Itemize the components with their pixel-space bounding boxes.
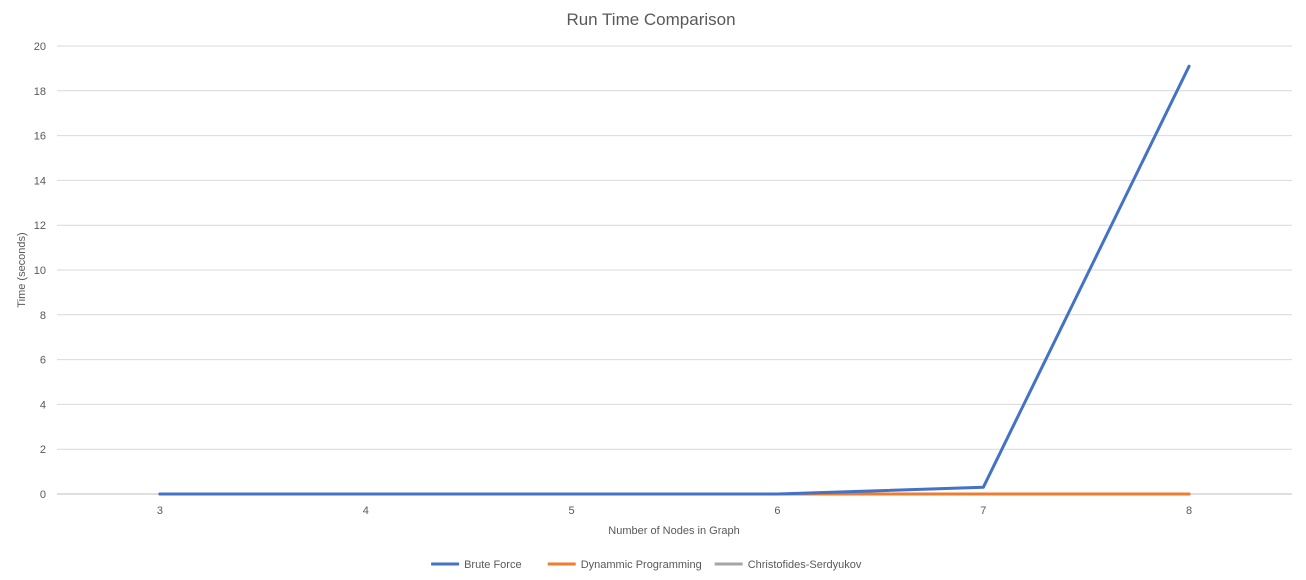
y-tick-label: 2: [40, 444, 46, 456]
legend-label: Dynammic Programming: [581, 559, 702, 571]
y-tick-label: 8: [40, 310, 46, 322]
legend-item-dynammic-programming: Dynammic Programming: [547, 559, 702, 571]
x-tick-label: 6: [774, 505, 780, 517]
chart-title: Run Time Comparison: [566, 10, 735, 29]
y-axis-ticks: 0 2 4 6 8 10 12 14 16 18 20: [34, 41, 46, 501]
x-tick-label: 3: [157, 505, 163, 517]
y-tick-label: 18: [34, 86, 46, 98]
x-axis-title: Number of Nodes in Graph: [608, 525, 739, 537]
y-tick-label: 14: [34, 175, 46, 187]
legend-item-brute-force: Brute Force: [431, 559, 522, 571]
y-axis-title: Time (seconds): [16, 232, 28, 307]
x-tick-label: 8: [1186, 505, 1192, 517]
y-tick-label: 6: [40, 355, 46, 367]
y-tick-label: 20: [34, 41, 46, 53]
x-tick-label: 7: [980, 505, 986, 517]
x-tick-label: 4: [363, 505, 369, 517]
x-tick-label: 5: [569, 505, 575, 517]
gridlines: [57, 45, 1292, 450]
y-tick-label: 12: [34, 220, 46, 232]
legend: Brute Force Dynammic Programming Christofi…: [431, 559, 862, 571]
series-line-brute-force: [158, 64, 1191, 496]
y-tick-label: 4: [40, 399, 46, 411]
series-lines: [158, 64, 1191, 496]
legend-item-christofides-serdyukov: Christofides-Serdyukov: [714, 559, 862, 571]
y-tick-label: 16: [34, 131, 46, 143]
legend-label: Brute Force: [464, 559, 521, 571]
y-tick-label: 10: [34, 265, 46, 277]
legend-label: Christofides-Serdyukov: [748, 559, 862, 571]
y-tick-label: 0: [40, 489, 46, 501]
x-axis-ticks: 3 4 5 6 7 8: [157, 505, 1192, 517]
